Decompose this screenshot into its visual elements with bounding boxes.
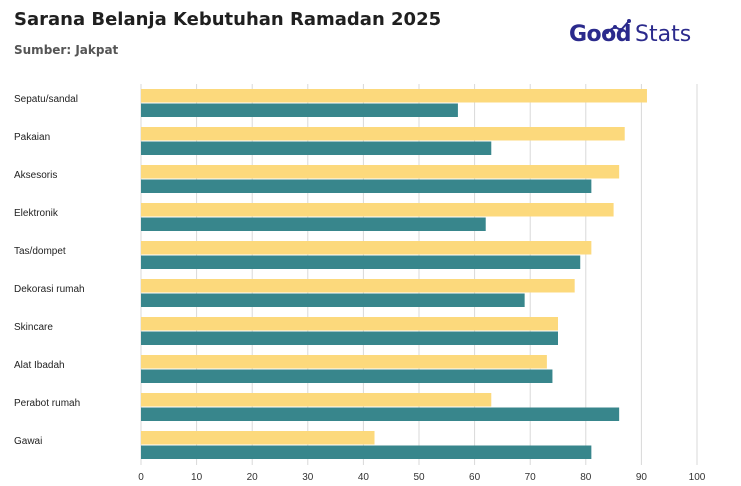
x-tick-label: 60 (469, 472, 481, 483)
x-tick-label: 70 (525, 472, 537, 483)
category-label: Tas/dompet (14, 246, 66, 257)
x-tick-label: 0 (138, 472, 144, 483)
category-label: Sepatu/sandal (14, 94, 78, 105)
bar-series-2 (141, 445, 592, 459)
bar-series-2 (141, 103, 458, 117)
bar-series-2 (141, 407, 620, 421)
bar-series-1 (141, 127, 625, 141)
logo-trend-icon (605, 19, 631, 34)
category-label: Perabot rumah (14, 398, 80, 409)
chart-source: Sumber: Jakpat (14, 43, 119, 57)
bar-series-1 (141, 317, 558, 331)
bar-series-2 (141, 369, 553, 383)
bar-series-1 (141, 89, 647, 103)
category-label: Aksesoris (14, 170, 57, 181)
goodstats-logo: Good Stats (569, 18, 719, 52)
bar-series-2 (141, 217, 486, 231)
bar-series-2 (141, 293, 525, 307)
x-tick-label: 10 (191, 472, 203, 483)
logo-text-stats: Stats (635, 22, 692, 47)
bar-series-2 (141, 331, 558, 345)
chart-title: Sarana Belanja Kebutuhan Ramadan 2025 (14, 9, 442, 30)
x-tick-label: 90 (636, 472, 648, 483)
bar-series-1 (141, 165, 620, 179)
category-label: Alat Ibadah (14, 360, 65, 371)
bar-series-1 (141, 203, 614, 217)
x-tick-label: 30 (302, 472, 314, 483)
bar-series-2 (141, 179, 592, 193)
bar-series-2 (141, 255, 581, 269)
bar-series-1 (141, 431, 375, 445)
category-label: Dekorasi rumah (14, 284, 85, 295)
category-label: Gawai (14, 436, 42, 447)
x-tick-label: 50 (413, 472, 425, 483)
x-tick-label: 80 (580, 472, 592, 483)
category-label: Pakaian (14, 132, 50, 143)
category-label: Elektronik (14, 208, 59, 219)
x-tick-label: 20 (247, 472, 259, 483)
x-tick-label: 100 (689, 472, 706, 483)
bar-series-2 (141, 141, 492, 155)
bar-series-1 (141, 355, 547, 369)
x-tick-label: 40 (358, 472, 370, 483)
category-label: Skincare (14, 322, 53, 333)
bar-series-1 (141, 393, 492, 407)
bar-series-1 (141, 241, 592, 255)
logo-text-good: Good (569, 22, 632, 47)
bar-series-1 (141, 279, 575, 293)
